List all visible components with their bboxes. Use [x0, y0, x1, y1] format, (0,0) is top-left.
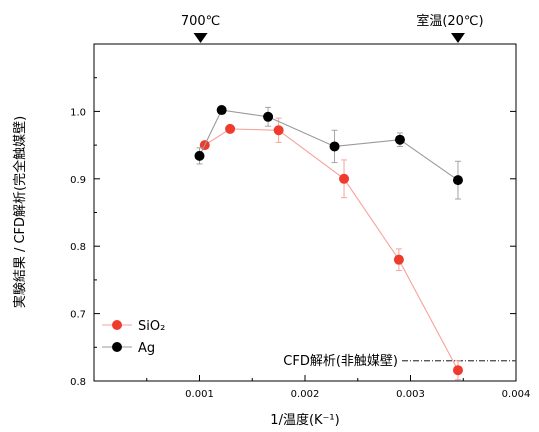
data-point: [394, 134, 405, 145]
x-tick-label: 0.003: [396, 389, 425, 400]
series-line: [199, 109, 459, 181]
temperature-markers: 700℃ 室温(20℃): [181, 13, 484, 43]
y-tick-label: 1.0: [70, 107, 86, 118]
legend-marker: [112, 320, 122, 330]
x-tick-label: 0.004: [502, 389, 531, 400]
reference-line-label: CFD解析(非触媒壁): [283, 354, 398, 369]
legend-label: SiO₂: [138, 319, 165, 334]
legend-entry: Ag: [102, 341, 155, 356]
data-point: [225, 123, 236, 134]
reference-line-group: CFD解析(非触媒壁): [283, 354, 516, 369]
marker-label: 室温(20℃): [416, 13, 483, 29]
data-point: [452, 175, 463, 186]
series-ag: [194, 105, 463, 200]
marker-arrow: [193, 33, 208, 43]
legend: SiO₂ Ag: [102, 319, 165, 356]
legend-label: Ag: [138, 341, 155, 356]
series-layer: [194, 105, 463, 381]
legend-marker: [112, 342, 122, 352]
x-tick-label: 0.001: [185, 389, 214, 400]
data-point: [263, 111, 274, 122]
marker-label: 700℃: [181, 14, 220, 29]
data-point: [339, 173, 350, 184]
data-point: [329, 141, 340, 152]
marker-arrow: [450, 33, 465, 43]
x-tick-label: 0.002: [291, 389, 320, 400]
y-tick-label: 0.8: [70, 377, 86, 388]
series-sio2: [199, 117, 463, 381]
y-axis-title: 実験結果 / CFD解析(完全触媒壁): [12, 116, 28, 308]
legend-entry: SiO₂: [102, 319, 165, 334]
data-point: [393, 254, 404, 265]
data-point: [216, 105, 227, 116]
y-tick-label: 0.9: [70, 175, 86, 186]
data-point: [194, 150, 205, 161]
y-tick-label: 0.7: [70, 310, 86, 321]
x-axis-ticks: 0.001 0.002 0.003 0.004: [146, 375, 531, 400]
data-point: [452, 365, 463, 376]
y-tick-label: 0.8: [70, 242, 86, 253]
y-axis-ticks: 0.8 0.7 0.8 0.9 1.0: [70, 43, 516, 388]
data-point: [273, 125, 284, 136]
x-axis-title: 1/温度(K⁻¹): [270, 412, 339, 428]
series-line: [204, 128, 459, 371]
